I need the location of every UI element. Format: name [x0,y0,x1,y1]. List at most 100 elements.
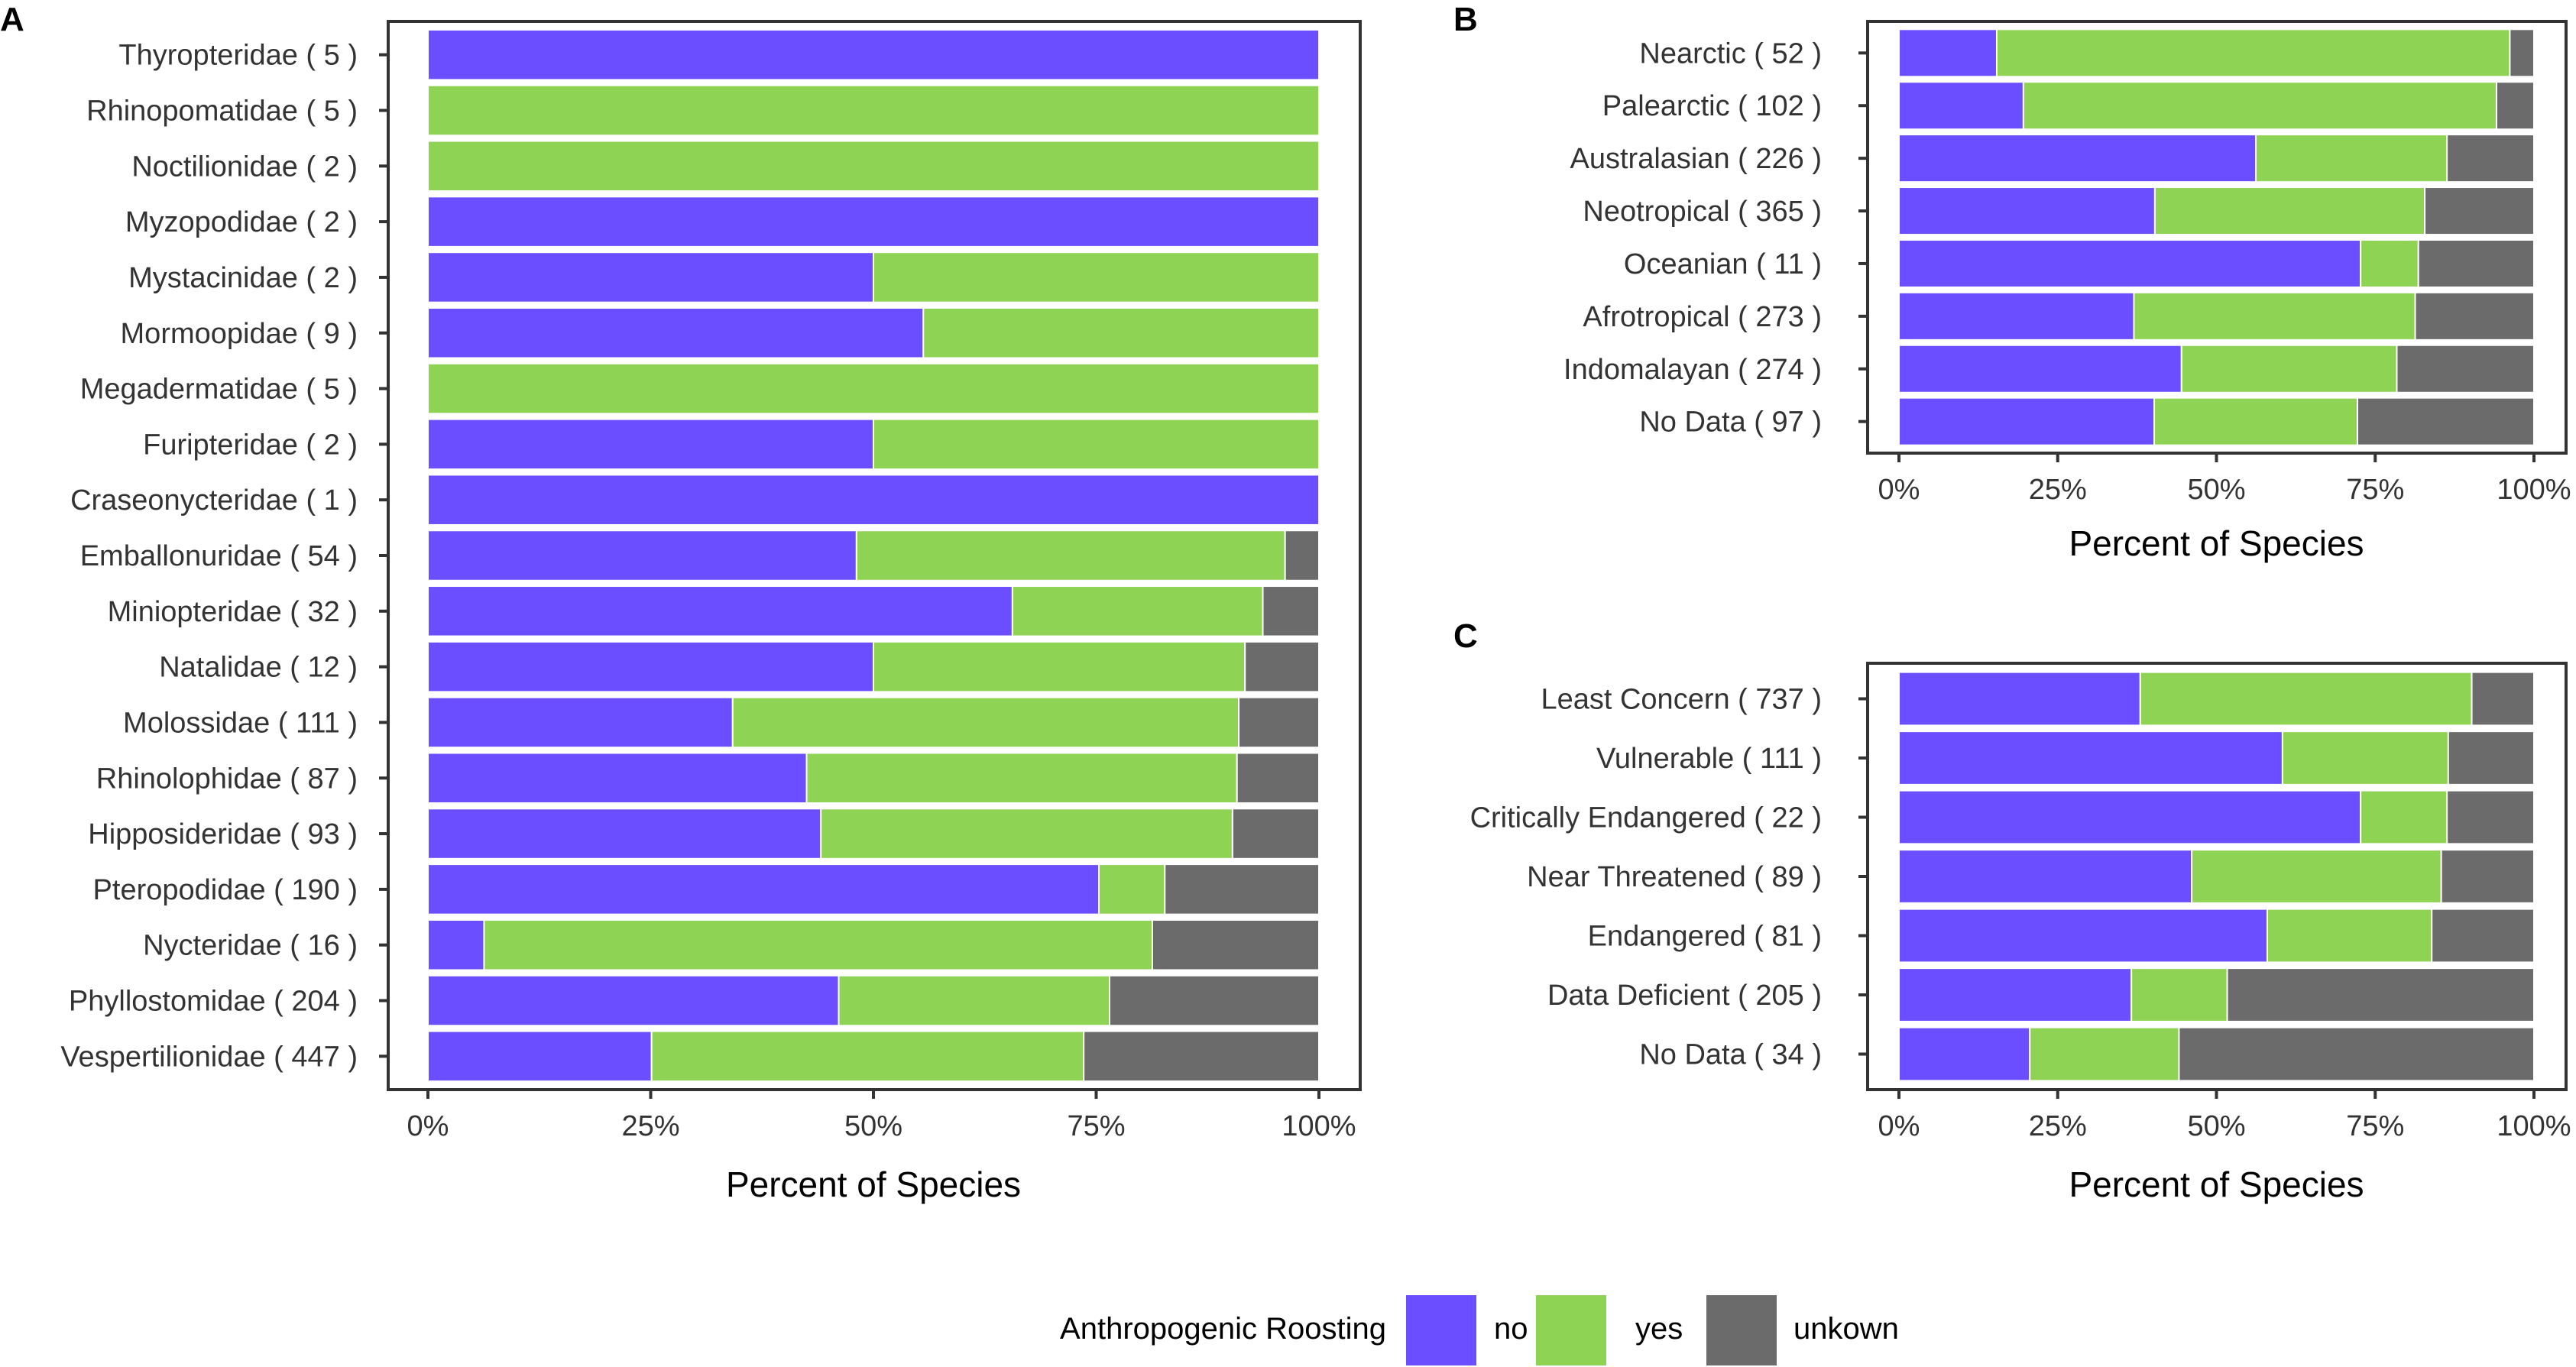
panel-a-bar-yes-17 [838,974,1110,1027]
panel-a-bar-unkown-17 [1108,974,1320,1027]
panel-a-bar-no-7 [427,418,874,471]
panel-b-xtick-label-1: 25% [2029,474,2087,506]
panel-b-bar-no-6 [1898,344,2182,394]
panel-a-category-label-17: Phyllostomidae ( 204 ) [69,986,358,1018]
panel-a-bar-yes-11 [873,640,1246,693]
legend-label-unkown: unkown [1793,1312,1899,1346]
panel-a-bar-yes-7 [873,418,1320,471]
legend-title: Anthropogenic Roosting [1060,1312,1386,1346]
panel-c-bar-yes-1 [2281,730,2449,786]
panel-a-bar-no-0 [427,28,1320,81]
panel-c-xtick-label-1: 25% [2029,1110,2087,1142]
legend-key-no [1406,1295,1476,1365]
panel-b-bar-no-0 [1898,28,1998,78]
panel-b-bar-unkown-2 [2446,134,2535,183]
panel-a-category-label-9: Emballonuridae ( 54 ) [80,540,358,572]
panel-b-bar-yes-6 [2180,344,2398,394]
panel-a-bar-yes-15 [1097,863,1166,915]
panel-b-category-label-3: Neotropical ( 365 ) [1583,196,1822,228]
panel-a-bar-yes-1 [427,84,1320,137]
panel-b-bar-unkown-1 [2495,81,2535,131]
panel-b-xtick-label-0: 0% [1878,474,1920,506]
panel-c-bar-yes-5 [2130,967,2228,1022]
panel-a-bar-no-12 [427,696,734,749]
panel-a-bar-no-16 [427,918,485,971]
panel-c-bar-unkown-6 [2178,1026,2535,1082]
panel-c-category-label-6: No Data ( 34 ) [1639,1039,1822,1071]
panel-c-category-label-2: Critically Endangered ( 22 ) [1470,802,1822,834]
legend-key-unkown [1706,1295,1777,1365]
panel-c-bar-no-3 [1898,849,2193,904]
panel-c-bar-unkown-0 [2471,671,2535,727]
panel-b-xaxis-title: Percent of Species [2069,523,2364,563]
panel-c-category-label-4: Endangered ( 81 ) [1588,921,1822,953]
panel-b-bar-no-4 [1898,238,2362,288]
panel-a-category-label-18: Vespertilionidae ( 447 ) [60,1041,358,1073]
panel-a-xtick-label-0: 0% [407,1110,449,1142]
panel-a-bar-yes-10 [1011,585,1264,637]
panel-c-category-label-3: Near Threatened ( 89 ) [1527,861,1822,893]
panel-a-bar-no-5 [427,306,925,359]
panel-a-bar-yes-18 [650,1030,1085,1083]
panel-a-bar-no-3 [427,196,1320,248]
panel-a-category-label-0: Thyropteridae ( 5 ) [118,40,358,72]
panel-a-category-label-7: Furipteridae ( 2 ) [143,429,358,461]
panel-a-category-label-8: Craseonycteridae ( 1 ) [70,484,358,517]
panel-b-bar-yes-4 [2360,238,2419,288]
panel-c-bar-unkown-4 [2431,908,2535,964]
panel-c-bar-no-4 [1898,908,2268,964]
panel-b-bar-no-2 [1898,134,2257,183]
panel-b-bar-unkown-4 [2417,238,2535,288]
panel-b-letter: B [1453,1,1478,38]
panel-a-xtick-label-1: 25% [621,1110,679,1142]
panel-c-xtick-label-0: 0% [1878,1110,1920,1142]
panel-b-bar-unkown-6 [2396,344,2535,394]
panel-a-bar-no-10 [427,585,1013,637]
panel-a-letter: A [0,1,24,38]
panel-a-xtick-label-2: 50% [844,1110,902,1142]
panel-a-xtick-label-3: 75% [1067,1110,1125,1142]
panel-b-category-label-4: Oceanian ( 11 ) [1624,248,1822,280]
panel-b-bar-no-1 [1898,81,2024,131]
legend: Anthropogenic Roosting no yes unkown [1060,1295,1899,1365]
panel-a-bar-unkown-12 [1238,696,1320,749]
panel-a-bar-yes-16 [483,918,1153,971]
panel-a-xaxis-title: Percent of Species [726,1165,1021,1204]
panel-c-bar-no-5 [1898,967,2133,1022]
panel-a-bar-yes-6 [427,362,1320,415]
panel-c-xaxis-title: Percent of Species [2069,1165,2364,1204]
panel-b-bar-yes-0 [1995,28,2511,78]
panel-b: B Nearctic ( 52 ) Palearctic ( 102 ) Austr… [1453,1,2571,563]
panel-b-bar-no-5 [1898,291,2135,341]
panel-a-bar-unkown-13 [1236,752,1320,805]
panel-b-category-label-2: Australasian ( 226 ) [1570,143,1823,175]
panel-a-bar-unkown-10 [1262,585,1320,637]
panel-a-bar-unkown-11 [1244,640,1320,693]
panel-b-bar-yes-1 [2022,81,2497,131]
panel-a-category-label-15: Pteropodidae ( 190 ) [93,874,358,906]
panel-a-category-label-11: Natalidae ( 12 ) [159,652,358,684]
panel-c-xtick-label-3: 75% [2346,1110,2404,1142]
panel-a-category-label-16: Nycteridae ( 16 ) [143,930,358,962]
panel-b-category-label-6: Indomalayan ( 274 ) [1563,354,1822,386]
panel-a-bar-yes-13 [805,752,1238,805]
panel-c-bar-no-0 [1898,671,2141,727]
panel-a-category-label-6: Megadermatidae ( 5 ) [80,374,358,406]
panel-b-xtick-label-4: 100% [2497,474,2571,506]
panel-a-bar-no-4 [427,251,874,303]
panel-a-bar-unkown-16 [1151,918,1320,971]
panel-a-category-label-5: Mormoopidae ( 9 ) [121,318,358,350]
panel-a-bar-yes-4 [873,251,1320,303]
panel-b-category-label-1: Palearctic ( 102 ) [1602,90,1822,122]
panel-c-bar-unkown-5 [2226,967,2535,1022]
panel-a-category-label-14: Hipposideridae ( 93 ) [88,818,358,850]
panel-b-xtick-label-3: 75% [2346,474,2404,506]
panel-a-category-label-12: Molossidae ( 111 ) [123,707,358,739]
panel-a-category-label-1: Rhinopomatidae ( 5 ) [86,96,358,128]
panel-c-bar-unkown-2 [2446,789,2535,845]
panel-b-category-label-5: Afrotropical ( 273 ) [1583,301,1822,333]
panel-a-bar-no-17 [427,974,840,1027]
panel-a-bar-no-11 [427,640,874,693]
panel-a-bar-no-15 [427,863,1100,915]
panel-a-bar-unkown-18 [1083,1030,1320,1083]
